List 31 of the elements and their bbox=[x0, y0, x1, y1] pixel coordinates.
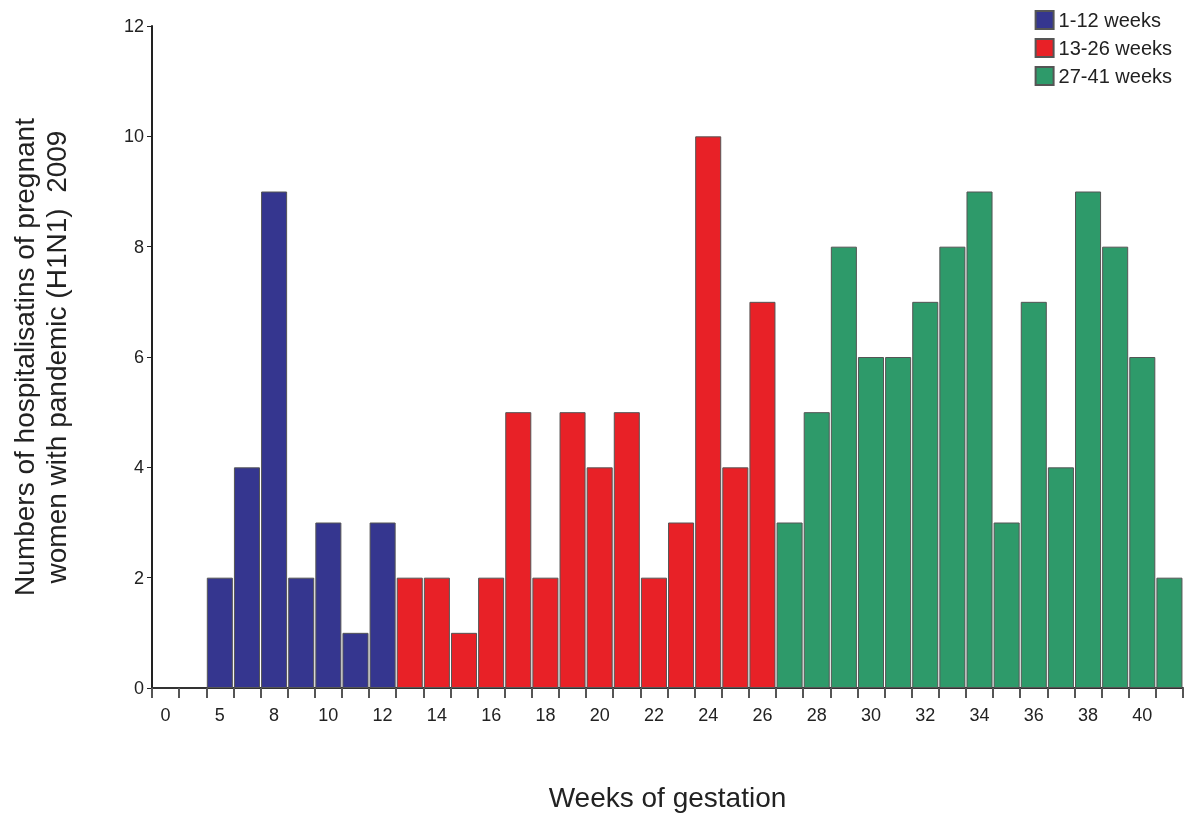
y-axis-title: Numbers of hospitalisatins of pregnant women with pandemic (H1N1) 2009 bbox=[8, 117, 72, 596]
x-tick-label: 0 bbox=[160, 705, 171, 725]
x-tick-label: 38 bbox=[1078, 705, 1099, 725]
x-tick-label: 24 bbox=[698, 705, 719, 725]
x-tick-label: 30 bbox=[860, 705, 881, 725]
legend-label: 13-26 weeks bbox=[1058, 37, 1173, 59]
y-tick-label: 12 bbox=[123, 16, 144, 36]
y-tick-label: 8 bbox=[133, 236, 144, 257]
x-tick-label: 34 bbox=[969, 705, 990, 725]
x-tick-label: 8 bbox=[269, 705, 280, 725]
x-tick-label: 10 bbox=[318, 705, 339, 725]
x-tick-label: 16 bbox=[481, 705, 502, 725]
y-tick-label: 10 bbox=[123, 126, 144, 147]
x-tick-label: 20 bbox=[589, 705, 610, 725]
x-tick-label: 28 bbox=[806, 705, 827, 725]
x-tick-label: 5 bbox=[214, 705, 225, 725]
legend-label: 27-41 weeks bbox=[1058, 65, 1173, 87]
x-tick-label: 18 bbox=[535, 705, 556, 725]
legend-label: 1-12 weeks bbox=[1058, 9, 1161, 31]
y-tick-label: 0 bbox=[133, 678, 144, 698]
y-tick-label: 6 bbox=[133, 347, 144, 367]
x-tick-label: 22 bbox=[643, 705, 664, 725]
x-axis-title: Weeks of gestation bbox=[548, 781, 787, 813]
x-tick-label: 32 bbox=[915, 705, 936, 725]
x-tick-label: 26 bbox=[752, 705, 773, 725]
x-tick-label: 40 bbox=[1132, 705, 1153, 725]
x-tick-label: 12 bbox=[372, 705, 393, 725]
y-tick-label: 4 bbox=[133, 457, 144, 478]
x-tick-label: 14 bbox=[426, 705, 447, 725]
x-tick-label: 36 bbox=[1023, 705, 1044, 725]
y-tick-label: 2 bbox=[133, 567, 144, 588]
